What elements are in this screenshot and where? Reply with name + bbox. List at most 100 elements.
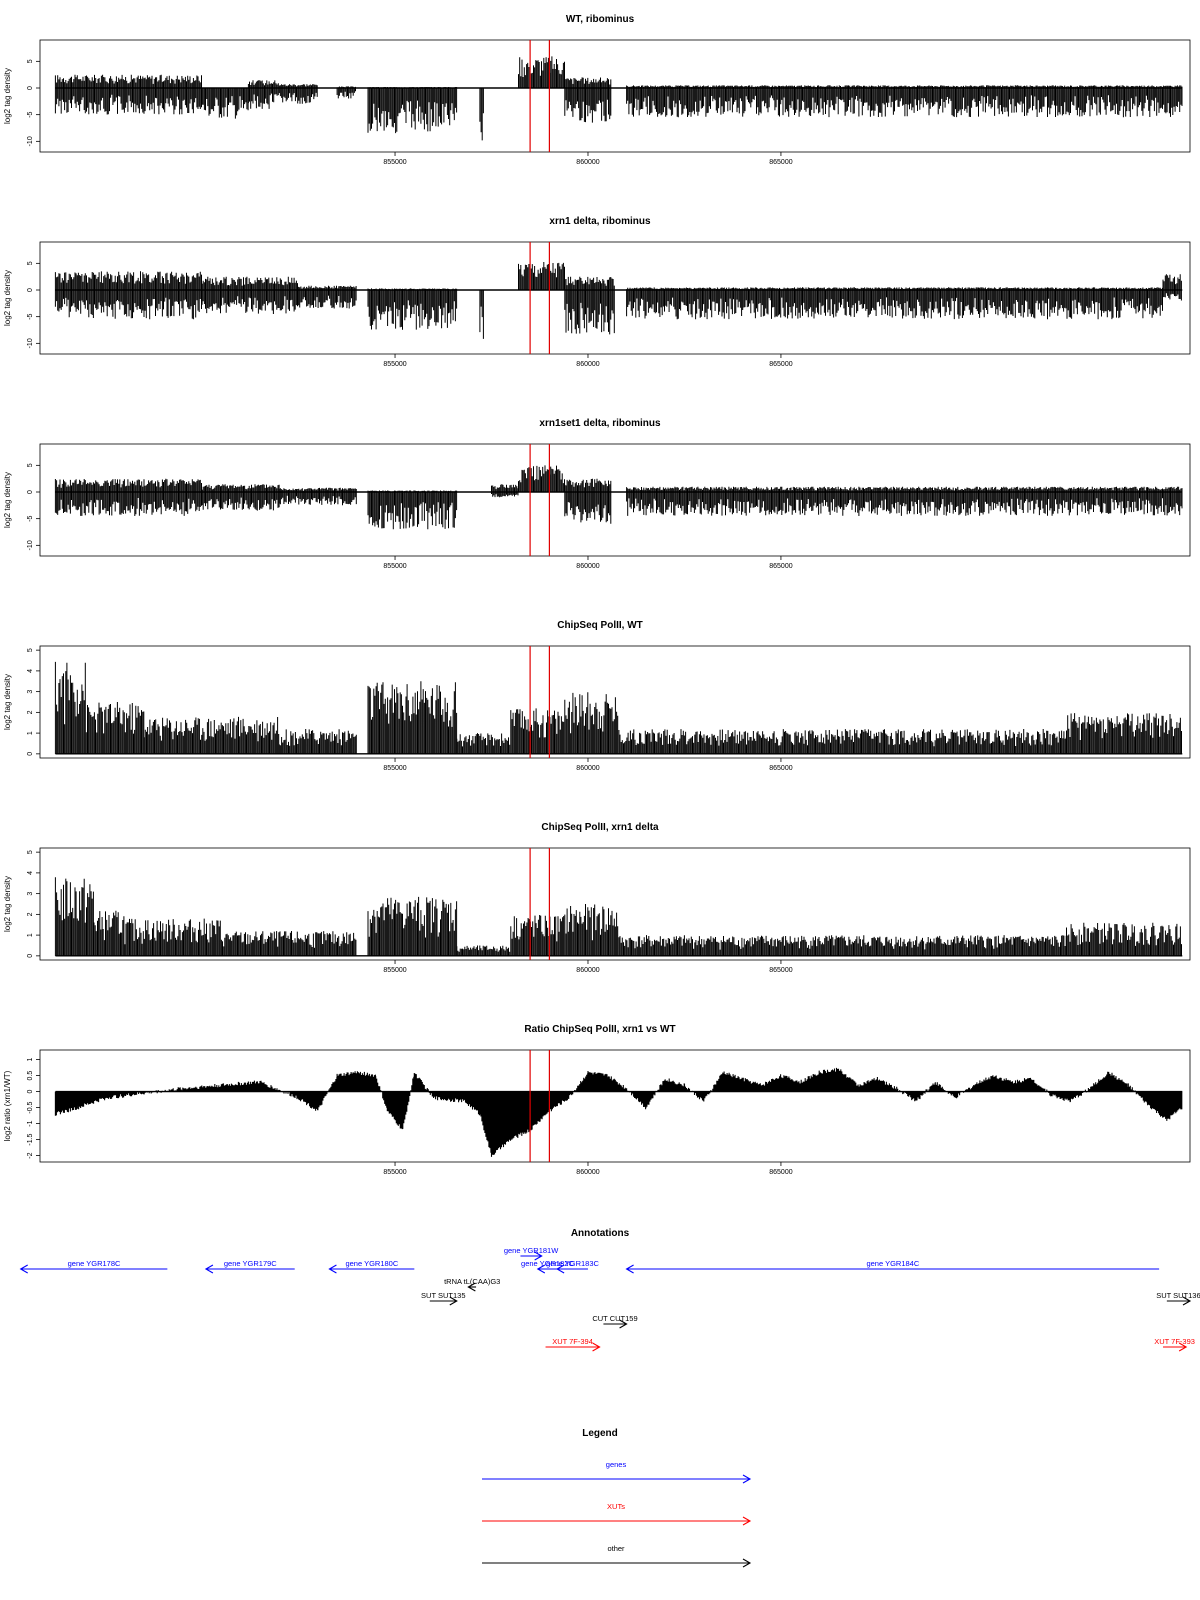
y-axis-label: log2 tag density [3, 472, 12, 528]
x-tick-label: 855000 [383, 361, 406, 368]
arrow-head-icon [467, 1282, 476, 1292]
x-tick-label: 865000 [769, 159, 792, 166]
bar-segment [1162, 274, 1182, 301]
bar-segment [510, 708, 565, 754]
bar-segment [510, 915, 565, 956]
x-tick-label: 865000 [769, 967, 792, 974]
annotations-track: Annotations gene YGR178C gene YGR179C gene… [19, 1228, 1200, 1352]
bar-segment [456, 733, 511, 754]
bar-segment [618, 935, 1067, 956]
arrow-head-icon [204, 1264, 214, 1274]
data-series [54, 465, 1183, 530]
annotation-feature: XUT 7F-393 [1154, 1337, 1195, 1352]
bar-segment [626, 85, 1183, 118]
bar-segment [518, 465, 565, 492]
x-tick-label: 855000 [383, 563, 406, 570]
x-tick-label: 865000 [769, 361, 792, 368]
bar-segment [278, 487, 357, 506]
plot-frame [39, 847, 1191, 961]
panel-title: WT, ribominus [566, 14, 635, 25]
annotations-title: Annotations [571, 1228, 630, 1239]
bar-segment [93, 910, 125, 956]
panel-1: WT, ribominus log2 tag density -10 -5 0 5 8550… [3, 14, 1191, 166]
y-tick-label: 0.5 [27, 1071, 34, 1081]
arrow-head-icon [625, 1264, 634, 1274]
panel-4: ChipSeq PolII, WT log2 tag density 0 1 2 3 4 5 8… [3, 620, 1191, 772]
y-tick-label: -1 [27, 1120, 34, 1126]
bar-segment [564, 692, 619, 754]
bar-segment [564, 276, 615, 335]
feature-label: CUT CUT159 [592, 1314, 637, 1323]
data-series [54, 877, 1183, 957]
legend-label: genes [606, 1460, 627, 1469]
bar-segment [518, 56, 565, 88]
y-tick-label: 0 [27, 752, 34, 756]
y-tick-label: -10 [27, 136, 34, 146]
bar-segment [54, 661, 86, 754]
bar-segment [564, 904, 619, 956]
annotation-feature: gene YGR181W [504, 1246, 559, 1261]
y-tick-label: 0 [27, 954, 34, 958]
bar-segment [626, 486, 1183, 516]
bar-segment [618, 729, 1067, 754]
x-tick-label: 860000 [576, 563, 599, 570]
plot-frame [39, 241, 1191, 355]
bar-segment [54, 478, 202, 516]
data-series [54, 1067, 1183, 1157]
bar-segment [479, 88, 484, 141]
y-tick-label: 0 [27, 490, 34, 494]
bar-segment [367, 87, 458, 134]
feature-label: gene YGR183C [546, 1259, 599, 1268]
arrow-head-icon [328, 1264, 337, 1274]
x-tick-label: 860000 [576, 765, 599, 772]
y-tick-label: 5 [27, 59, 34, 63]
y-tick-label: 5 [27, 850, 34, 854]
y-axis-label: log2 tag density [3, 876, 12, 932]
y-tick-label: -10 [27, 540, 34, 550]
x-tick-label: 860000 [576, 967, 599, 974]
feature-label: XUT 7F-393 [1154, 1337, 1195, 1346]
annotation-feature: XUT 7F-394 [545, 1337, 601, 1352]
data-series [54, 262, 1183, 339]
y-tick-label: 0 [27, 288, 34, 292]
data-series [54, 661, 1183, 755]
x-tick-label: 860000 [576, 1169, 599, 1176]
y-tick-label: 4 [27, 669, 34, 673]
legend: Legend genes XUTs other [482, 1428, 752, 1568]
legend-label: other [607, 1544, 625, 1553]
arrow-head-icon [1182, 1296, 1192, 1306]
bar-segment [278, 729, 357, 754]
y-tick-label: 0 [27, 1090, 34, 1094]
bar-segment [367, 896, 458, 956]
legend-label: XUTs [607, 1502, 625, 1511]
annotation-feature: CUT CUT159 [592, 1314, 638, 1329]
feature-label: gene YGR180C [345, 1259, 398, 1268]
panel-title: xrn1 delta, ribominus [549, 216, 651, 227]
y-axis-label: log2 tag density [3, 68, 12, 124]
y-tick-label: -1.5 [27, 1133, 34, 1145]
annotation-feature: gene YGR180C [328, 1259, 415, 1274]
y-tick-label: -10 [27, 338, 34, 348]
annotation-feature: SUT SUT136 [1156, 1291, 1200, 1306]
arrow-head-icon [742, 1474, 752, 1484]
y-tick-label: -5 [27, 313, 34, 319]
panel-6: Ratio ChipSeq PolII, xrn1 vs WT log2 rati… [3, 1024, 1191, 1176]
feature-label: gene YGR179C [224, 1259, 277, 1268]
y-tick-label: 0 [27, 86, 34, 90]
x-tick-label: 855000 [383, 1169, 406, 1176]
plot-frame [39, 645, 1191, 759]
x-tick-label: 860000 [576, 361, 599, 368]
bar-segment [1066, 922, 1182, 956]
panel-title: ChipSeq PolII, WT [557, 620, 643, 631]
bar-segment [564, 478, 612, 524]
plot-frame [39, 1049, 1191, 1163]
arrow-head-icon [592, 1342, 601, 1352]
arrow-head-icon [536, 1264, 546, 1274]
x-tick-label: 860000 [576, 159, 599, 166]
bar-segment [143, 716, 280, 754]
bar-segment [367, 681, 458, 754]
arrow-head-icon [556, 1264, 565, 1274]
y-tick-label: 5 [27, 463, 34, 467]
y-tick-label: 2 [27, 710, 34, 714]
